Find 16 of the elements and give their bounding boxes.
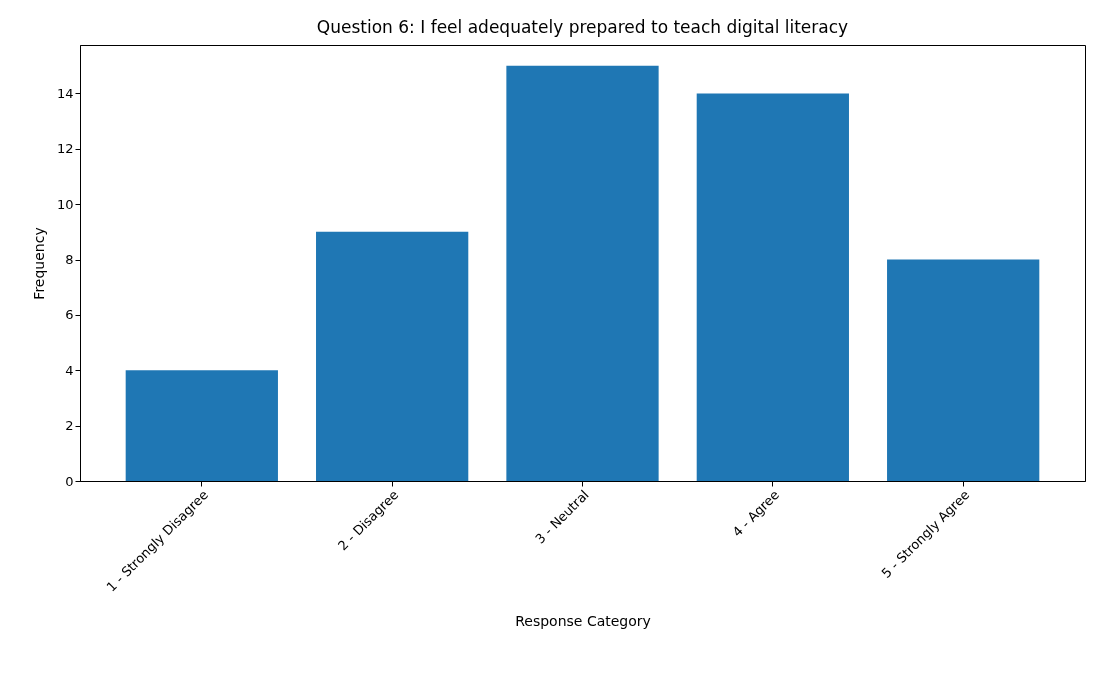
bar (316, 231, 469, 481)
bar (887, 259, 1040, 481)
y-tick-label: 8 (65, 252, 74, 268)
chart-title: Question 6: I feel adequately prepared to teach digital literacy (316, 17, 849, 37)
y-tick-label: 12 (56, 141, 74, 157)
bar (125, 370, 278, 481)
y-tick-label: 0 (65, 473, 74, 489)
y-tick-label: 10 (56, 196, 74, 212)
y-tick-label: 14 (56, 85, 74, 101)
x-axis-title: Response Category (515, 612, 651, 629)
y-axis-title: Frequency (30, 227, 47, 300)
y-tick-label: 2 (65, 418, 74, 434)
bar (506, 65, 659, 481)
bar (696, 93, 849, 481)
y-tick-label: 4 (65, 362, 74, 378)
y-tick-label: 6 (65, 307, 74, 323)
